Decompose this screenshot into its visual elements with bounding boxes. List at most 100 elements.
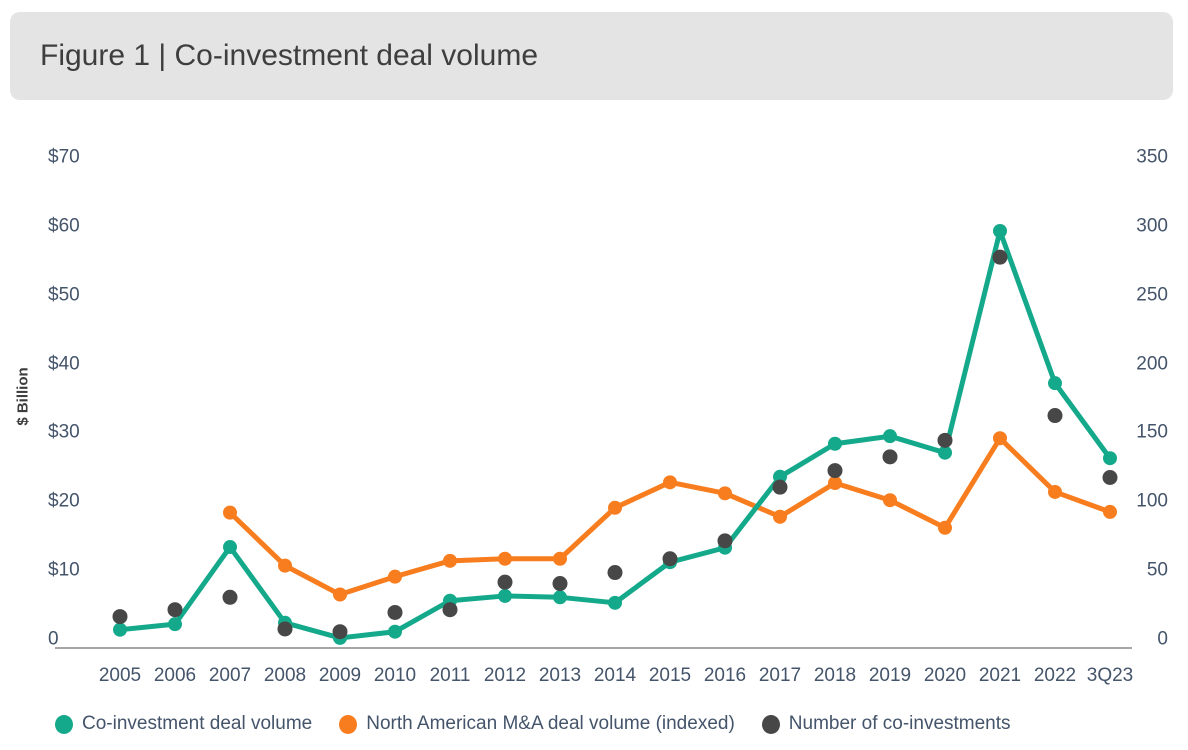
legend-swatch-icon-number-of-co-investments bbox=[761, 714, 780, 734]
scatter-point-number-of-co-investments-2019 bbox=[882, 449, 898, 465]
x-tick-2016: 2016 bbox=[703, 665, 747, 686]
scatter-point-number-of-co-investments-2006 bbox=[167, 602, 183, 618]
data-point-north-american-m-a-deal-volume-indexed-2022 bbox=[1048, 484, 1062, 499]
chart-legend: Co-investment deal volume North American … bbox=[55, 706, 1011, 742]
scatter-point-number-of-co-investments-2013 bbox=[552, 576, 568, 592]
y-tick-left-60: $60 bbox=[48, 215, 80, 237]
y-tick-left-20: $20 bbox=[48, 490, 80, 512]
data-point-north-american-m-a-deal-volume-indexed-2009 bbox=[333, 587, 347, 602]
data-point-co-investment-deal-volume-3q23 bbox=[1103, 451, 1117, 466]
data-point-north-american-m-a-deal-volume-indexed-2015 bbox=[663, 475, 677, 490]
figure-title-bar: Figure 1 | Co-investment deal volume bbox=[10, 12, 1173, 100]
legend-swatch-icon-co-investment-deal-volume bbox=[55, 714, 73, 734]
x-tick-2006: 2006 bbox=[153, 665, 197, 686]
data-point-north-american-m-a-deal-volume-indexed-2010 bbox=[388, 569, 402, 584]
y-tick-left-10: $10 bbox=[48, 559, 80, 581]
x-tick-2005: 2005 bbox=[98, 665, 142, 686]
data-point-co-investment-deal-volume-2022 bbox=[1048, 376, 1062, 391]
scatter-point-number-of-co-investments-2016 bbox=[717, 533, 733, 549]
scatter-point-number-of-co-investments-3q23 bbox=[1102, 469, 1118, 485]
data-point-north-american-m-a-deal-volume-indexed-2017 bbox=[773, 509, 787, 524]
y-tick-left-70: $70 bbox=[48, 146, 80, 168]
y-tick-right-150: 150 bbox=[1136, 421, 1168, 443]
y-tick-left-50: $50 bbox=[48, 284, 80, 306]
data-point-co-investment-deal-volume-2020 bbox=[938, 445, 952, 460]
legend-label-number-of-co-investments: Number of co-investments bbox=[788, 713, 1011, 734]
y-tick-left-30: $30 bbox=[48, 421, 80, 443]
data-point-co-investment-deal-volume-2018 bbox=[828, 436, 842, 451]
data-point-north-american-m-a-deal-volume-indexed-2019 bbox=[883, 493, 897, 508]
data-point-north-american-m-a-deal-volume-indexed-2021 bbox=[993, 431, 1007, 446]
data-point-co-investment-deal-volume-2014 bbox=[608, 595, 622, 610]
x-tick-2008: 2008 bbox=[263, 665, 307, 686]
x-tick-2018: 2018 bbox=[813, 665, 857, 686]
legend-item-co-investment-deal-volume: Co-investment deal volume bbox=[55, 713, 312, 735]
series-line-north-american-m-a-deal-volume-indexed bbox=[227, 435, 1113, 598]
data-point-north-american-m-a-deal-volume-indexed-2018 bbox=[828, 476, 842, 491]
data-point-north-american-m-a-deal-volume-indexed-2013 bbox=[553, 551, 567, 566]
scatter-point-number-of-co-investments-2012 bbox=[497, 574, 513, 590]
scatter-point-number-of-co-investments-2020 bbox=[937, 432, 953, 448]
legend-item-number-of-co-investments: Number of co-investments bbox=[761, 713, 1011, 735]
y-tick-right-250: 250 bbox=[1136, 284, 1168, 306]
scatter-point-number-of-co-investments-2010 bbox=[387, 604, 403, 620]
data-point-co-investment-deal-volume-2010 bbox=[388, 624, 402, 639]
y-tick-left-0: 0 bbox=[48, 628, 59, 650]
scatter-point-number-of-co-investments-2008 bbox=[277, 621, 293, 637]
x-tick-2013: 2013 bbox=[538, 665, 582, 686]
data-point-co-investment-deal-volume-2012 bbox=[498, 588, 512, 603]
y-tick-right-100: 100 bbox=[1136, 490, 1168, 512]
x-tick-2014: 2014 bbox=[593, 665, 637, 686]
scatter-point-number-of-co-investments-2007 bbox=[222, 589, 238, 605]
scatter-point-number-of-co-investments-2005 bbox=[112, 609, 128, 625]
data-point-north-american-m-a-deal-volume-indexed-2008 bbox=[278, 558, 292, 573]
legend-swatch-icon-north-american-m-a-deal-volume-indexed bbox=[339, 714, 358, 734]
scatter-point-number-of-co-investments-2014 bbox=[607, 565, 623, 581]
scatter-point-number-of-co-investments-2018 bbox=[827, 463, 843, 479]
y-tick-left-40: $40 bbox=[48, 353, 80, 375]
data-point-north-american-m-a-deal-volume-indexed-2007 bbox=[223, 505, 237, 520]
data-point-co-investment-deal-volume-2019 bbox=[883, 429, 897, 444]
data-point-north-american-m-a-deal-volume-indexed-2014 bbox=[608, 500, 622, 515]
data-point-north-american-m-a-deal-volume-indexed-3q23 bbox=[1103, 504, 1117, 519]
data-point-co-investment-deal-volume-2007 bbox=[223, 540, 237, 555]
legend-label-north-american-m-a-deal-volume-indexed: North American M&A deal volume (indexed) bbox=[366, 713, 735, 734]
x-tick-2009: 2009 bbox=[318, 665, 362, 686]
data-point-north-american-m-a-deal-volume-indexed-2012 bbox=[498, 551, 512, 566]
scatter-point-number-of-co-investments-2022 bbox=[1047, 408, 1063, 424]
y-tick-right-200: 200 bbox=[1136, 353, 1168, 375]
x-tick-2010: 2010 bbox=[373, 665, 417, 686]
scatter-point-number-of-co-investments-2011 bbox=[442, 602, 458, 618]
y-tick-right-50: 50 bbox=[1146, 559, 1168, 581]
x-tick-3q23: 3Q23 bbox=[1086, 665, 1134, 686]
scatter-point-number-of-co-investments-2009 bbox=[332, 624, 348, 640]
scatter-point-number-of-co-investments-2017 bbox=[772, 479, 788, 495]
x-tick-2017: 2017 bbox=[758, 665, 802, 686]
data-point-co-investment-deal-volume-2006 bbox=[168, 617, 182, 632]
data-point-north-american-m-a-deal-volume-indexed-2016 bbox=[718, 486, 732, 501]
y-tick-right-0: 0 bbox=[1157, 628, 1168, 650]
y-tick-right-350: 350 bbox=[1136, 146, 1168, 168]
y-tick-right-300: 300 bbox=[1136, 215, 1168, 237]
x-tick-2022: 2022 bbox=[1033, 665, 1077, 686]
x-tick-2011: 2011 bbox=[429, 665, 471, 686]
figure-title: Figure 1 | Co-investment deal volume bbox=[40, 39, 539, 72]
data-point-north-american-m-a-deal-volume-indexed-2020 bbox=[938, 520, 952, 535]
data-point-co-investment-deal-volume-2013 bbox=[553, 590, 567, 605]
scatter-point-number-of-co-investments-2021 bbox=[992, 249, 1008, 265]
x-tick-2012: 2012 bbox=[483, 665, 527, 686]
data-point-north-american-m-a-deal-volume-indexed-2011 bbox=[443, 553, 457, 568]
legend-label-co-investment-deal-volume: Co-investment deal volume bbox=[82, 713, 313, 734]
x-tick-2019: 2019 bbox=[868, 665, 912, 686]
x-tick-2015: 2015 bbox=[648, 665, 692, 686]
x-tick-2007: 2007 bbox=[208, 665, 252, 686]
data-point-co-investment-deal-volume-2021 bbox=[993, 223, 1007, 238]
data-point-co-investment-deal-volume-2017 bbox=[773, 469, 787, 484]
scatter-point-number-of-co-investments-2015 bbox=[662, 551, 678, 567]
x-tick-2021: 2021 bbox=[978, 665, 1022, 686]
legend-item-north-american-m-a-deal-volume-indexed: North American M&A deal volume (indexed) bbox=[339, 713, 735, 735]
data-point-co-investment-deal-volume-2005 bbox=[113, 622, 127, 637]
x-tick-2020: 2020 bbox=[923, 665, 967, 686]
